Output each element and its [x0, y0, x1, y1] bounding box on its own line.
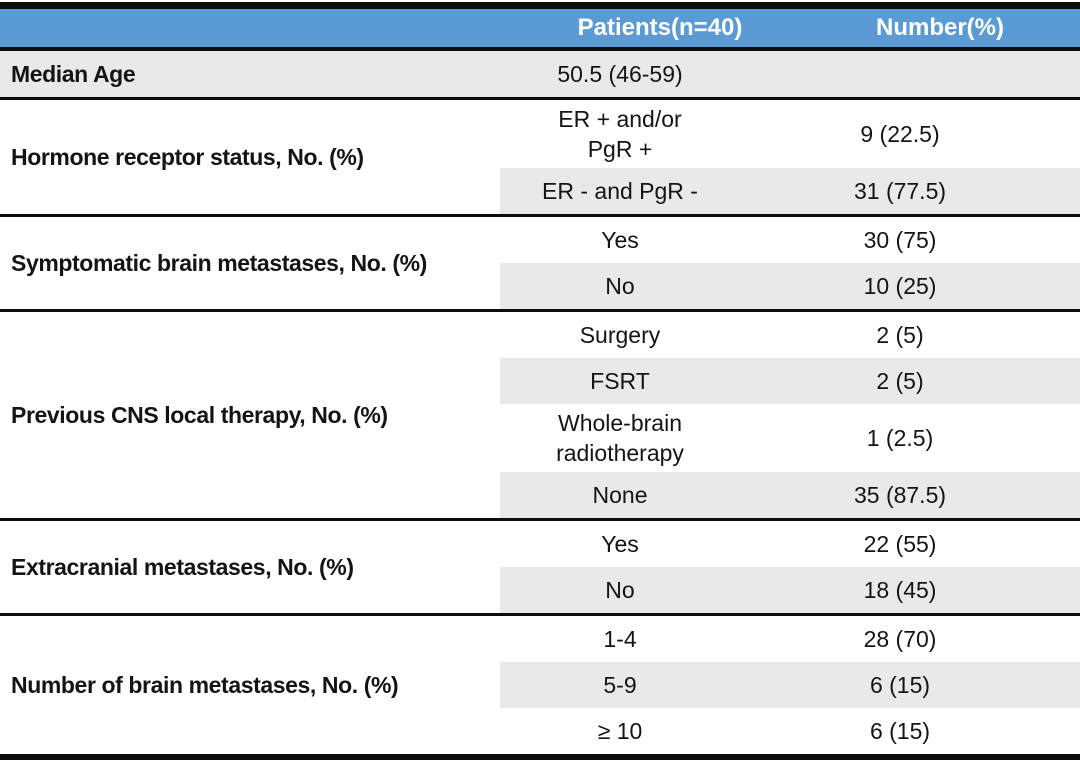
group-rows: Yes 22 (55) No 18 (45) [500, 521, 1080, 613]
row-category: None [592, 482, 648, 508]
group-rows: ER + and/or PgR + 9 (22.5) ER - and PgR … [500, 100, 1080, 214]
group-label: Median Age [11, 60, 136, 87]
table-group: Previous CNS local therapy, No. (%) Surg… [0, 309, 1080, 518]
row-value: 22 (55) [863, 530, 937, 557]
row-value: 2 (5) [876, 367, 924, 394]
group-label: Number of brain metastases, No. (%) [11, 671, 399, 698]
group-label: Extracranial metastases, No. (%) [11, 553, 354, 580]
row-category: ER + and/or PgR + [558, 106, 682, 162]
table-row: Surgery 2 (5) [500, 312, 1080, 358]
table-group: Median Age 50.5 (46-59) [0, 51, 1080, 97]
row-category: Yes [601, 227, 639, 253]
row-category: Surgery [579, 322, 661, 348]
row-value: 30 (75) [863, 226, 937, 253]
row-value: 18 (45) [863, 576, 937, 603]
table-row: ER - and PgR - 31 (77.5) [500, 168, 1080, 214]
group-label: Symptomatic brain metastases, No. (%) [11, 249, 427, 276]
table-row: ≥ 10 6 (15) [500, 708, 1080, 754]
header-number-column: Number(%) [875, 14, 1004, 41]
row-category: No [605, 273, 635, 299]
row-category: 5-9 [603, 672, 637, 698]
table-row: ER + and/or PgR + 9 (22.5) [500, 100, 1080, 168]
row-category: 1-4 [603, 626, 637, 652]
row-value: 9 (22.5) [860, 120, 940, 147]
row-value: 1 (2.5) [866, 424, 934, 451]
table-row: 50.5 (46-59) [500, 51, 1080, 97]
row-value: 28 (70) [863, 625, 937, 652]
row-value: 35 (87.5) [853, 481, 947, 508]
row-value [740, 51, 1060, 97]
row-category: ≥ 10 [597, 718, 643, 744]
group-rows: 1-4 28 (70) 5-9 6 (15) ≥ 10 6 (15) [500, 616, 1080, 754]
row-value: 2 (5) [876, 321, 924, 348]
group-rows: Yes 30 (75) No 10 (25) [500, 217, 1080, 309]
table-row: None 35 (87.5) [500, 472, 1080, 518]
table-group: Hormone receptor status, No. (%) ER + an… [0, 97, 1080, 214]
row-category: ER - and PgR - [542, 178, 698, 204]
row-category: No [605, 577, 635, 603]
row-category: Yes [601, 531, 639, 557]
group-rows: 50.5 (46-59) [500, 51, 1080, 97]
table-bottom-rule [0, 754, 1080, 760]
table-row: 5-9 6 (15) [500, 662, 1080, 708]
table-top-rule [0, 2, 1080, 9]
table-body: Median Age 50.5 (46-59) Hormone receptor… [0, 51, 1080, 754]
table-row: Yes 22 (55) [500, 521, 1080, 567]
row-value: 10 (25) [863, 272, 937, 299]
patient-characteristics-table: Patients(n=40) Number(%) Median Age 50.5… [0, 2, 1080, 760]
group-label: Hormone receptor status, No. (%) [11, 143, 364, 170]
header-patients-column: Patients(n=40) [577, 14, 743, 41]
table-row: No 10 (25) [500, 263, 1080, 309]
table-row: Whole-brain radiotherapy 1 (2.5) [500, 404, 1080, 472]
table-group: Extracranial metastases, No. (%) Yes 22 … [0, 518, 1080, 613]
row-category: Whole-brain radiotherapy [556, 410, 684, 466]
table-group: Symptomatic brain metastases, No. (%) Ye… [0, 214, 1080, 309]
table-row: 1-4 28 (70) [500, 616, 1080, 662]
group-rows: Surgery 2 (5) FSRT 2 (5) Whole-brain rad… [500, 312, 1080, 518]
table-row: Yes 30 (75) [500, 217, 1080, 263]
row-category: FSRT [590, 368, 650, 394]
row-value: 6 (15) [869, 717, 931, 744]
table-group: Number of brain metastases, No. (%) 1-4 … [0, 613, 1080, 754]
row-value: 31 (77.5) [853, 177, 947, 204]
table-header-row: Patients(n=40) Number(%) [0, 9, 1080, 51]
table-row: No 18 (45) [500, 567, 1080, 613]
row-value: 6 (15) [869, 671, 931, 698]
group-label: Previous CNS local therapy, No. (%) [11, 401, 388, 428]
table-row: FSRT 2 (5) [500, 358, 1080, 404]
row-category: 50.5 (46-59) [557, 61, 683, 87]
